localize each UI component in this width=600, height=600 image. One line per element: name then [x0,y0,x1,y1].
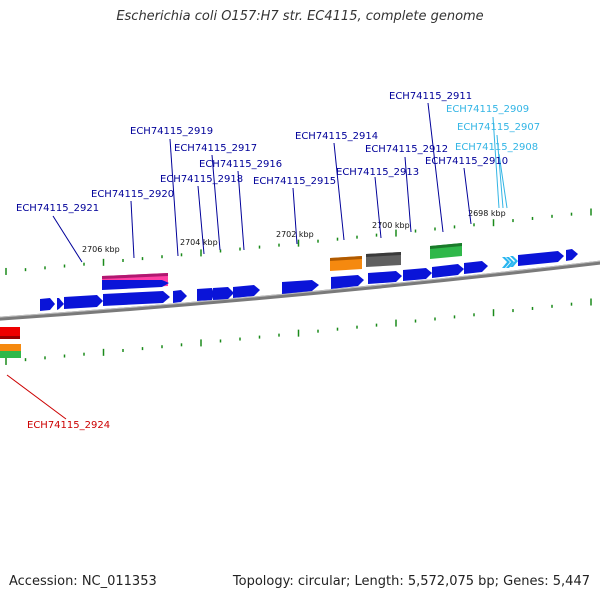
gene-label[interactable]: ECH74115_2910 [425,156,508,167]
gene-labels: ECH74115_2911 ECH74115_2909 ECH74115_290… [16,91,540,431]
connector-2908 [498,153,508,209]
accession-text: Accession: NC_011353 [9,574,157,589]
cds-arrow[interactable] [518,251,564,266]
rrna-feature-top [330,256,362,261]
cds-arrow[interactable] [64,295,103,309]
connector-2924 [6,374,67,420]
gene-label[interactable]: ECH74115_2909 [446,104,529,115]
gene-label[interactable]: ECH74115_2917 [174,143,257,154]
connector-2912 [404,156,412,233]
genome-backbone-highlight [0,260,600,318]
connector-2914 [333,142,345,241]
cds-arrow[interactable] [213,287,234,300]
inner-tick-ring [5,298,592,365]
genome-stats-text: Topology: circular; Length: 5,572,075 bp… [232,574,590,589]
connector-2909 [492,116,500,209]
gene-label[interactable]: ECH74115_2914 [295,131,378,142]
label-connectors [6,102,508,420]
cds-arrow[interactable] [331,275,364,289]
cds-arrow[interactable] [432,264,464,278]
kbp-label-2698: 2698 kbp [468,209,506,218]
cds-track-reverse [40,287,234,311]
repeat-chevron[interactable] [502,257,510,268]
other-feature-left[interactable] [0,351,21,358]
gene-label[interactable]: ECH74115_2908 [455,142,538,153]
connector-2917 [211,154,221,251]
connector-2911 [427,102,444,233]
connector-2915 [292,187,298,245]
rrna-feature-left[interactable] [0,344,21,352]
kbp-label-2706: 2706 kbp [82,245,120,254]
kbp-label-2700: 2700 kbp [372,221,410,230]
outer-tick-ring [5,208,592,275]
cds-arrow[interactable] [464,261,488,274]
gene-label[interactable]: ECH74115_2913 [336,167,419,178]
gene-label[interactable]: ECH74115_2924 [27,420,110,431]
connector-2921 [52,215,83,263]
cds-arrow[interactable] [566,249,578,261]
gene-label[interactable]: ECH74115_2911 [389,91,472,102]
gene-label[interactable]: ECH74115_2907 [457,122,540,133]
gene-label[interactable]: ECH74115_2916 [199,159,282,170]
connector-2913 [374,176,382,239]
gene-label[interactable]: ECH74115_2920 [91,189,174,200]
cds-arrow[interactable] [197,288,214,301]
repeat-chevron[interactable] [506,257,514,268]
kbp-label-2702: 2702 kbp [276,230,314,239]
cds-arrow[interactable] [40,298,55,311]
cds-arrow[interactable] [102,280,169,290]
cds-arrow[interactable] [173,290,187,303]
connector-2918 [197,185,205,255]
repeat-features [502,256,518,268]
connector-2920 [130,200,135,259]
other-feature-top [430,243,462,249]
connector-2919 [169,138,179,257]
connector-2916 [237,170,245,251]
trna-feature-top [102,273,168,279]
genome-backbone [0,260,600,321]
cds-track-forward [102,249,578,298]
gene-label[interactable]: ECH74115_2919 [130,126,213,137]
cds-arrow[interactable] [282,280,319,294]
cds-arrow[interactable] [103,291,170,306]
kbp-label-2704: 2704 kbp [180,238,218,247]
gene-label[interactable]: ECH74115_2912 [365,144,448,155]
red-feature-bottom [0,336,20,339]
cds-arrow[interactable] [57,298,64,310]
cds-arrow[interactable] [403,268,432,281]
gene-label[interactable]: ECH74115_2921 [16,203,99,214]
misc-feature-top [366,252,401,257]
map-title: Escherichia coli O157:H7 str. EC4115, co… [116,9,484,24]
repeat-chevron[interactable] [510,256,518,267]
connector-2910 [463,167,472,225]
cds-arrow[interactable] [368,271,402,284]
gene-label[interactable]: ECH74115_2918 [160,174,243,185]
connector-2907 [496,134,504,209]
cds-arrow[interactable] [233,285,260,298]
feature-track-left-edge [0,327,21,358]
gene-label[interactable]: ECH74115_2915 [253,176,336,187]
